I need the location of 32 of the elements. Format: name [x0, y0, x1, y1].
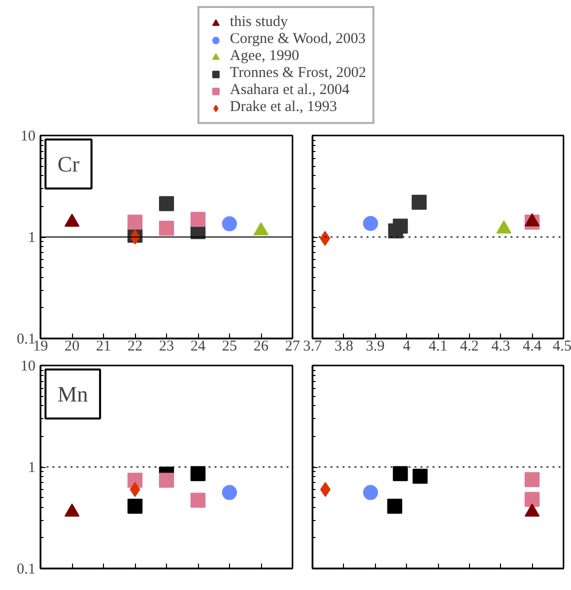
x-tick-label: 3.9: [366, 338, 385, 354]
x-tick-label: 19: [33, 338, 48, 354]
y-tick-label: 10: [20, 358, 36, 374]
y-tick-label: 0.1: [16, 332, 36, 348]
y-tick-label: 1: [28, 230, 36, 246]
x-tick-label: 25: [222, 338, 237, 354]
y-tick-label: 10: [20, 128, 36, 144]
annotation: Mn: [58, 382, 88, 406]
x-tick-label: 27: [285, 338, 300, 354]
x-tick-label: 3.8: [334, 338, 354, 354]
x-tick-label: 4.3: [491, 338, 510, 354]
x-tick-label: 24: [190, 338, 206, 354]
x-tick-label: 4.4: [522, 338, 542, 354]
x-tick-label: 3.7: [303, 338, 322, 354]
x-tick-label: 4.2: [460, 338, 479, 354]
y-tick-label: 1: [28, 460, 36, 476]
x-tick-label: 4.5: [552, 338, 571, 354]
annotation: Cr: [58, 152, 80, 176]
legend-label: Asahara et al., 2004: [230, 82, 350, 99]
x-tick-label: 23: [159, 338, 174, 354]
x-tick-label: 4.1: [428, 338, 448, 354]
legend-label: Agee, 1990: [230, 48, 300, 65]
x-tick-label: 21: [96, 338, 111, 354]
x-tick-label: 22: [128, 338, 142, 354]
x-tick-label: 4: [402, 338, 411, 354]
y-tick-label: 0.1: [16, 562, 36, 578]
legend-label: Drake et al., 1993: [230, 99, 337, 116]
x-tick-label: 26: [254, 338, 269, 354]
legend-label: Corgne & Wood, 2003: [230, 31, 366, 48]
legend-label: this study: [230, 14, 288, 31]
x-tick-label: 20: [64, 338, 80, 354]
legend-label: Tronnes & Frost, 2002: [230, 65, 366, 82]
